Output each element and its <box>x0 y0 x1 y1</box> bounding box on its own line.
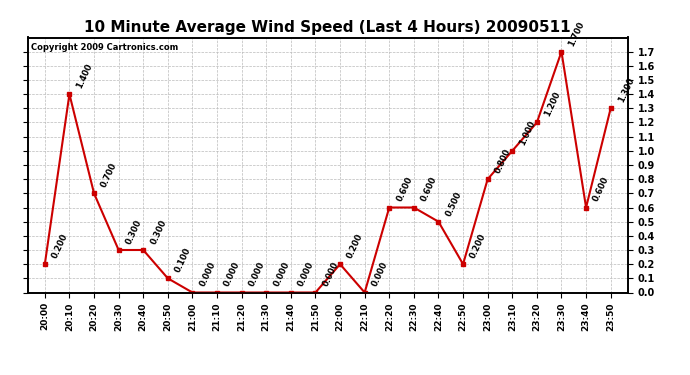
Text: 0.200: 0.200 <box>469 232 488 260</box>
Text: 0.000: 0.000 <box>272 261 291 288</box>
Text: 0.300: 0.300 <box>124 218 144 246</box>
Text: 0.000: 0.000 <box>321 261 340 288</box>
Text: 0.100: 0.100 <box>173 246 193 274</box>
Text: 0.000: 0.000 <box>198 261 217 288</box>
Text: Copyright 2009 Cartronics.com: Copyright 2009 Cartronics.com <box>30 43 178 52</box>
Text: 1.700: 1.700 <box>567 20 586 48</box>
Text: 0.000: 0.000 <box>223 261 241 288</box>
Text: 1.400: 1.400 <box>75 62 95 90</box>
Text: 1.200: 1.200 <box>542 90 562 118</box>
Text: 0.600: 0.600 <box>591 176 611 203</box>
Text: 0.200: 0.200 <box>50 232 70 260</box>
Text: 0.000: 0.000 <box>247 261 266 288</box>
Text: 0.000: 0.000 <box>371 261 389 288</box>
Title: 10 Minute Average Wind Speed (Last 4 Hours) 20090511: 10 Minute Average Wind Speed (Last 4 Hou… <box>84 20 571 35</box>
Text: 0.200: 0.200 <box>346 232 365 260</box>
Text: 0.300: 0.300 <box>149 218 168 246</box>
Text: 0.800: 0.800 <box>493 147 513 175</box>
Text: 0.000: 0.000 <box>297 261 315 288</box>
Text: 0.700: 0.700 <box>99 162 119 189</box>
Text: 1.000: 1.000 <box>518 119 537 147</box>
Text: 0.600: 0.600 <box>395 176 414 203</box>
Text: 0.500: 0.500 <box>444 190 463 217</box>
Text: 1.300: 1.300 <box>616 76 635 104</box>
Text: 0.600: 0.600 <box>420 176 439 203</box>
